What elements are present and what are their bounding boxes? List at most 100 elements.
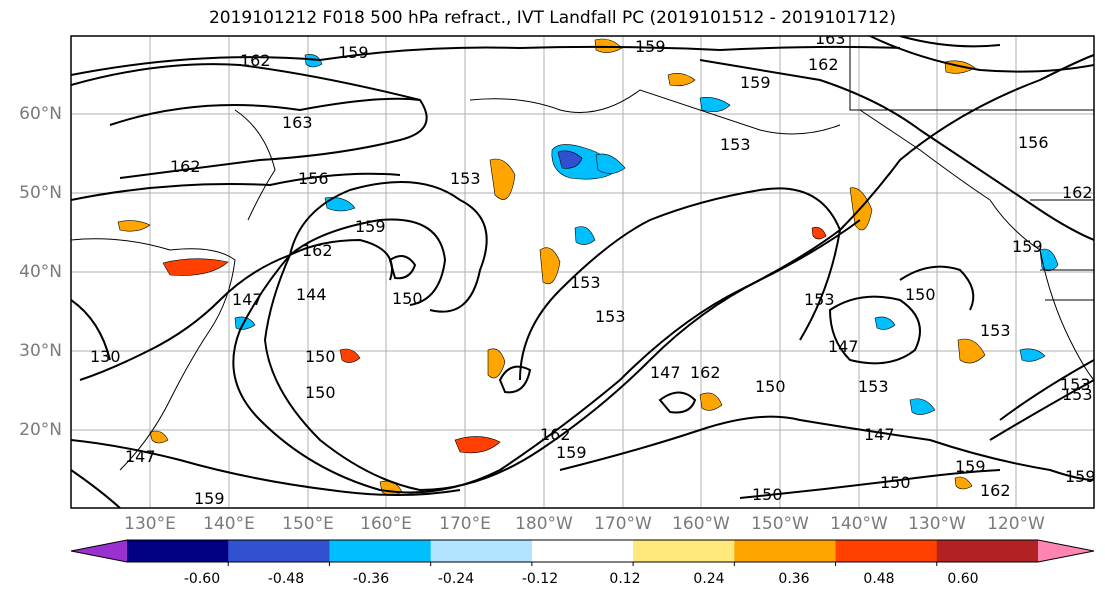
colorbar-tick-label: 0.24 — [693, 571, 725, 587]
shade-patch — [954, 476, 973, 490]
contour-label: 159 — [355, 217, 386, 236]
contour-label: 153 — [595, 307, 626, 326]
colorbar — [70, 539, 1095, 566]
contour-label: 153 — [980, 321, 1011, 340]
contour-label: 147 — [232, 290, 263, 309]
colorbar-tick-label: 0.48 — [863, 571, 895, 587]
shade-patch — [909, 398, 936, 415]
refractivity-shading — [117, 38, 1059, 496]
contour-line — [899, 36, 1001, 48]
map-title: 2019101212 F018 500 hPa refract., IVT La… — [208, 8, 896, 28]
contour-labels: 159 162 163 159 162 159 162 163 162 153 … — [90, 29, 1094, 508]
colorbar-outline — [70, 539, 1095, 563]
shade-patch — [811, 227, 827, 240]
contour-label: 150 — [305, 383, 336, 402]
contour-line — [899, 265, 975, 311]
contour-label: 159 — [955, 457, 986, 476]
colorbar-tick-label: -0.12 — [521, 571, 559, 587]
lat-label: 40°N — [19, 262, 62, 282]
contour-label: 150 — [305, 347, 336, 366]
contour-label: 150 — [752, 485, 783, 504]
shade-patch — [557, 150, 583, 169]
shade-patch — [595, 153, 626, 174]
shade-patch — [539, 247, 561, 285]
contour-line — [263, 219, 861, 492]
shade-patch — [574, 226, 596, 245]
contour-label: 153 — [570, 273, 601, 292]
contour-label: 144 — [296, 285, 327, 304]
contour-label: 150 — [880, 473, 911, 492]
colorbar-tick-label: -0.36 — [352, 571, 390, 587]
colorbar-tick-label: 0.60 — [947, 571, 979, 587]
coastline — [849, 36, 1094, 111]
shade-patch — [234, 316, 256, 330]
colorbar-extend-max — [1038, 540, 1094, 562]
contour-label: 147 — [650, 363, 681, 382]
lon-label: 140°W — [830, 514, 888, 534]
contour-label: 147 — [864, 425, 895, 444]
lat-label: 20°N — [19, 420, 62, 440]
lon-label: 130°E — [124, 514, 176, 534]
colorbar-tick-label: -0.24 — [437, 571, 475, 587]
shade-patch — [339, 348, 361, 363]
colorbar-segment — [835, 540, 938, 562]
contour-label: 159 — [635, 37, 666, 56]
contour-line — [289, 218, 447, 306]
contour-label: 162 — [540, 425, 571, 444]
contour-line — [739, 469, 1001, 499]
colorbar-tick-label: 0.36 — [778, 571, 810, 587]
lon-label: 150°E — [282, 514, 334, 534]
contour-label: 150 — [755, 377, 786, 396]
shade-patch — [874, 316, 896, 330]
contour-line — [658, 391, 697, 414]
colorbar-segment — [734, 540, 837, 562]
map-frame — [70, 35, 1095, 509]
shade-patch — [699, 97, 731, 112]
contour-label: 159 — [338, 43, 369, 62]
shade-patch — [487, 348, 506, 379]
contour-label: 162 — [980, 481, 1011, 500]
shade-patch — [117, 220, 151, 232]
colorbar-segment — [329, 540, 432, 562]
contour-label: 153 — [450, 169, 481, 188]
lon-label: 150°W — [751, 514, 809, 534]
shade-patch — [667, 73, 696, 87]
shade-patch — [957, 338, 986, 364]
contour-label: 153 — [720, 135, 751, 154]
contour-line — [828, 295, 921, 365]
colorbar-extend-min — [71, 540, 127, 562]
coastline — [234, 109, 276, 221]
lat-label: 50°N — [19, 183, 62, 203]
contour-label: 162 — [1062, 183, 1093, 202]
shade-patch — [304, 54, 323, 68]
contour-label: 147 — [828, 337, 859, 356]
lon-label: 140°E — [203, 514, 255, 534]
contour-label: 130 — [90, 347, 121, 366]
shade-patch — [324, 197, 356, 212]
contour-line — [71, 299, 111, 361]
colorbar-segment — [228, 540, 330, 562]
contour-label: 156 — [1018, 133, 1049, 152]
contour-line — [289, 181, 488, 313]
contour-label: 153 — [1062, 385, 1093, 404]
contour-line — [71, 63, 421, 101]
lat-label: 30°N — [19, 341, 62, 361]
lon-label: 130°W — [908, 514, 966, 534]
contour-label: 159 — [556, 443, 587, 462]
shade-patch — [1019, 348, 1046, 362]
shade-patch — [699, 392, 723, 411]
contour-line — [869, 36, 1094, 73]
colorbar-segment — [430, 540, 533, 562]
contour-label: 162 — [690, 363, 721, 382]
lon-label: 170°E — [439, 514, 491, 534]
contour-label: 159 — [1012, 237, 1043, 256]
colorbar-tick-label: -0.48 — [267, 571, 305, 587]
contour-label: 162 — [808, 55, 839, 74]
colorbar-tick-label: -0.60 — [183, 571, 221, 587]
contour-line — [999, 359, 1094, 421]
contour-label: 162 — [302, 241, 333, 260]
contour-line — [79, 254, 291, 381]
contour-line — [71, 45, 901, 76]
contour-label: 163 — [815, 29, 846, 48]
